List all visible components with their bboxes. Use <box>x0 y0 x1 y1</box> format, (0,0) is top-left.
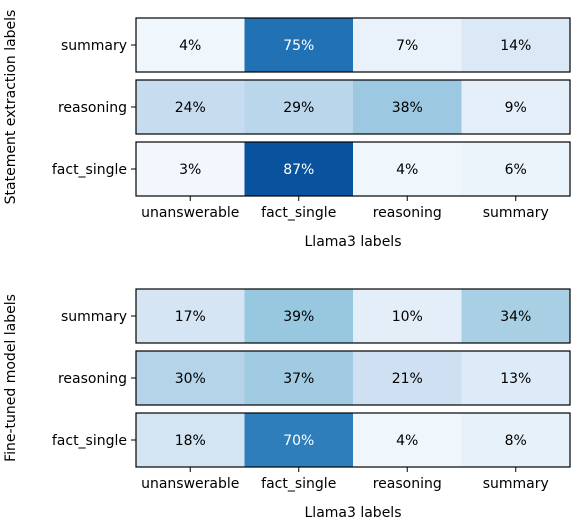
heatmap-cell <box>136 289 245 343</box>
cell-value-label: 14% <box>500 38 531 54</box>
cell-value-label: 13% <box>500 371 531 387</box>
x-axis-title: Llama3 labels <box>305 234 402 250</box>
y-tick-label: reasoning <box>58 100 127 116</box>
cell-value-label: 18% <box>175 433 206 449</box>
heatmap-row-summary: 4% 75% 7% 14% summary <box>61 17 571 73</box>
cell-value-label: 29% <box>283 100 314 116</box>
heatmap-cell <box>353 18 462 72</box>
x-tick-label: fact_single <box>261 205 336 221</box>
y-tick-label: summary <box>61 309 127 325</box>
heatmap-cell <box>353 351 462 405</box>
cell-value-label: 17% <box>175 309 206 325</box>
heatmap-cell <box>353 289 462 343</box>
heatmap-panel-top: 4% 75% 7% 14% summary 24% 29% 38% 9% reasoning 3% 8… <box>3 10 571 250</box>
y-tick-label: summary <box>61 38 127 54</box>
x-tick-label: summary <box>483 476 549 492</box>
heatmap-cell <box>136 80 245 134</box>
heatmap-row-reasoning: 30% 37% 21% 13% reasoning <box>58 350 571 406</box>
cell-value-label: 4% <box>179 38 201 54</box>
cell-value-label: 38% <box>392 100 423 116</box>
heatmap-cell <box>461 351 570 405</box>
cell-value-label: 6% <box>505 162 527 178</box>
heatmap-row-fact_single: 3% 87% 4% 6% fact_single <box>52 141 571 197</box>
y-tick-label: reasoning <box>58 371 127 387</box>
cell-value-label: 39% <box>283 309 314 325</box>
cell-value-label: 37% <box>283 371 314 387</box>
heatmap-cell <box>244 351 353 405</box>
x-tick-label: summary <box>483 205 549 221</box>
heatmap-cell <box>353 80 462 134</box>
heatmap-cell <box>244 413 353 467</box>
heatmap-cell <box>136 142 245 196</box>
cell-value-label: 30% <box>175 371 206 387</box>
heatmap-cell <box>461 413 570 467</box>
heatmap-cell <box>461 18 570 72</box>
heatmap-cell <box>136 413 245 467</box>
heatmap-cell <box>244 289 353 343</box>
cell-value-label: 87% <box>283 162 314 178</box>
heatmap-cell <box>353 413 462 467</box>
heatmap-cell <box>461 80 570 134</box>
cell-value-label: 21% <box>392 371 423 387</box>
cell-value-label: 70% <box>283 433 314 449</box>
heatmap-row-reasoning: 24% 29% 38% 9% reasoning <box>58 79 571 135</box>
heatmap-cell <box>136 351 245 405</box>
cell-value-label: 24% <box>175 100 206 116</box>
heatmap-row-summary: 17% 39% 10% 34% summary <box>61 288 571 344</box>
cell-value-label: 34% <box>500 309 531 325</box>
cell-value-label: 8% <box>505 433 527 449</box>
heatmap-cell <box>244 18 353 72</box>
heatmap-cell <box>136 18 245 72</box>
cell-value-label: 9% <box>505 100 527 116</box>
heatmap-cell <box>461 289 570 343</box>
y-axis-title: Statement extraction labels <box>3 10 19 205</box>
y-tick-label: fact_single <box>52 162 127 178</box>
cell-value-label: 7% <box>396 38 418 54</box>
cell-value-label: 10% <box>392 309 423 325</box>
heatmap-cell <box>353 142 462 196</box>
x-tick-label: fact_single <box>261 476 336 492</box>
x-tick-label: unanswerable <box>141 205 239 221</box>
cell-value-label: 3% <box>179 162 201 178</box>
cell-value-label: 4% <box>396 433 418 449</box>
heatmap-cell <box>244 80 353 134</box>
x-tick-label: reasoning <box>373 205 442 221</box>
cell-value-label: 4% <box>396 162 418 178</box>
y-tick-label: fact_single <box>52 433 127 449</box>
heatmap-cell <box>461 142 570 196</box>
y-axis-title: Fine-tuned model labels <box>3 294 19 462</box>
heatmap-panel-bottom: 17% 39% 10% 34% summary 30% 37% 21% 13% reasoning… <box>3 288 571 521</box>
x-axis-title: Llama3 labels <box>305 505 402 521</box>
x-tick-label: reasoning <box>373 476 442 492</box>
x-tick-label: unanswerable <box>141 476 239 492</box>
heatmap-cell <box>244 142 353 196</box>
heatmap-row-fact_single: 18% 70% 4% 8% fact_single <box>52 412 571 468</box>
cell-value-label: 75% <box>283 38 314 54</box>
